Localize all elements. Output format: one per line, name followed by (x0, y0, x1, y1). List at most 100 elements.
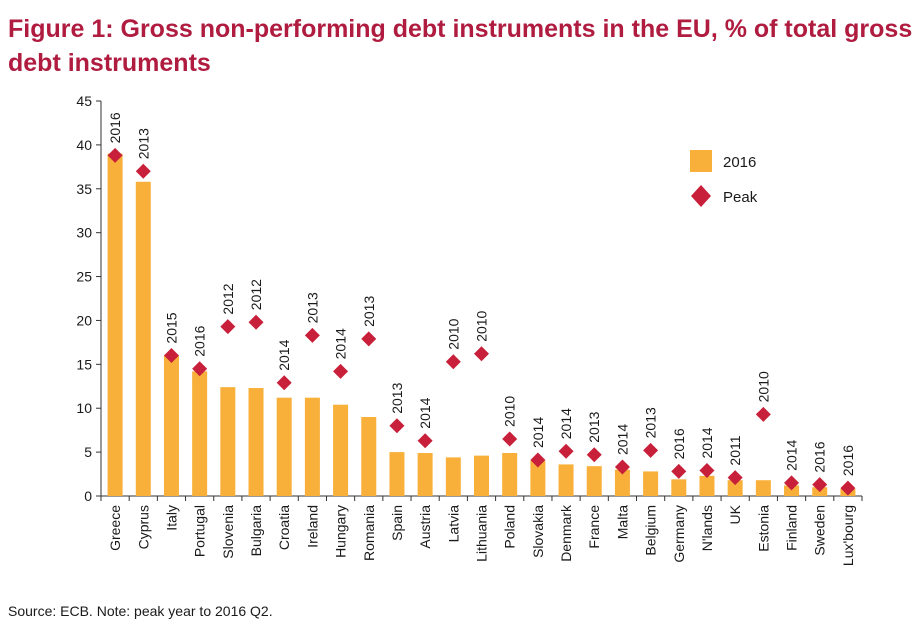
bar (445, 457, 461, 496)
x-tick-label: Finland (784, 505, 800, 551)
peak-year-label: 2012 (220, 283, 236, 314)
bar (474, 455, 489, 496)
peak-year-label: 2013 (361, 296, 377, 327)
peak-year-label: 2010 (445, 318, 461, 349)
peak-year-label: 2014 (333, 328, 349, 359)
bar (304, 397, 320, 496)
peak-marker (220, 319, 236, 335)
peak-year-label: 2011 (727, 435, 743, 465)
x-tick-label: Bulgaria (248, 505, 264, 557)
peak-marker (586, 447, 602, 463)
x-tick-label: Slovenia (220, 505, 236, 559)
peak-year-label: 2014 (699, 427, 715, 458)
peak-year-labels: 2016 2013 2015 2016 2012 2012 2014 2013 2014 2013… (107, 112, 856, 476)
bar (530, 460, 546, 496)
legend-label-2016: 2016 (723, 154, 756, 171)
peak-marker (361, 331, 377, 347)
bar (614, 469, 630, 496)
x-tick-label: Latvia (445, 505, 461, 543)
peak-marker (107, 147, 123, 163)
peak-year-label: 2015 (163, 312, 179, 343)
y-tick-label: 0 (84, 488, 92, 504)
peak-marker (333, 363, 349, 379)
bar (699, 475, 715, 496)
x-tick-label: Sweden (812, 505, 828, 556)
peak-year-label: 2014 (784, 439, 800, 470)
peak-year-label: 2010 (502, 396, 518, 427)
peak-year-label: 2016 (671, 428, 687, 459)
peak-marker (671, 463, 687, 479)
x-tick-label: Poland (502, 505, 518, 549)
bar (107, 153, 123, 496)
peak-year-label: 2012 (248, 279, 264, 310)
x-tick-label: Cyprus (135, 505, 151, 549)
x-tick-labels: Greece Cyprus Italy Portugal Slovenia Bulgari… (107, 504, 856, 566)
bar (417, 452, 433, 496)
x-tick-label: Malta (614, 505, 630, 539)
peak-marker (135, 163, 151, 179)
peak-year-label: 2014 (614, 424, 630, 455)
bar (135, 181, 151, 496)
bar-series-2016 (107, 153, 856, 496)
peak-marker (699, 463, 715, 479)
y-tick-label: 35 (76, 181, 92, 197)
axes: 0 5 10 15 20 25 30 35 40 45 (76, 93, 863, 504)
x-tick-label: Romania (361, 505, 377, 561)
x-tick-label: France (586, 505, 602, 549)
x-tick-label: Spain (389, 505, 405, 541)
bar (333, 404, 349, 496)
peak-marker (248, 314, 264, 330)
peak-marker (614, 459, 630, 475)
bar (586, 466, 602, 496)
chart-title: Figure 1: Gross non-performing debt inst… (8, 15, 913, 77)
x-tick-label: Belgium (643, 505, 659, 556)
peak-marker (163, 348, 179, 364)
x-tick-label: Austria (417, 505, 433, 549)
y-tick-label: 40 (76, 137, 92, 153)
peak-year-label: 2010 (755, 371, 771, 402)
x-tick-label: Hungary (333, 505, 349, 558)
peak-marker (192, 361, 208, 377)
x-tick-label: Greece (107, 505, 123, 551)
peak-marker (840, 480, 856, 496)
x-tick-label: Germany (671, 505, 687, 563)
x-tick-label: N'lands (699, 505, 715, 551)
x-tick-label: Portugal (192, 505, 208, 557)
x-tick-label: Denmark (558, 504, 574, 562)
legend: 2016 Peak (690, 150, 758, 207)
peak-year-label: 2013 (135, 128, 151, 159)
peak-year-label: 2016 (192, 325, 208, 356)
x-tick-label: Italy (163, 505, 179, 531)
bar (361, 417, 377, 496)
x-tick-label: Ireland (304, 505, 320, 548)
bar (755, 480, 771, 496)
peak-year-label: 2014 (276, 339, 292, 370)
peak-year-label: 2013 (586, 411, 602, 442)
bar (558, 464, 574, 496)
bar (671, 479, 687, 496)
x-tick-label: Lux'bourg (840, 505, 856, 566)
x-tick-label: UK (727, 504, 743, 524)
y-tick-label: 10 (76, 400, 92, 416)
y-tick-label: 25 (76, 269, 92, 285)
peak-year-label: 2016 (812, 441, 828, 472)
peak-year-label: 2013 (304, 292, 320, 323)
peak-marker (445, 354, 461, 370)
bar (163, 355, 179, 496)
peak-marker (502, 431, 518, 447)
bar (643, 471, 659, 496)
peak-markers (107, 147, 856, 496)
peak-marker (727, 470, 743, 486)
peak-marker (474, 346, 489, 362)
y-tick-label: 15 (76, 356, 92, 372)
bar (784, 485, 800, 496)
bar (220, 387, 236, 496)
peak-year-label: 2010 (474, 310, 490, 341)
y-tick-label: 5 (84, 444, 92, 460)
legend-swatch-peak (691, 185, 711, 207)
peak-year-label: 2016 (107, 112, 123, 143)
x-tick-label: Slovakia (530, 505, 546, 558)
bar (276, 397, 292, 496)
y-tick-label: 45 (76, 93, 92, 109)
